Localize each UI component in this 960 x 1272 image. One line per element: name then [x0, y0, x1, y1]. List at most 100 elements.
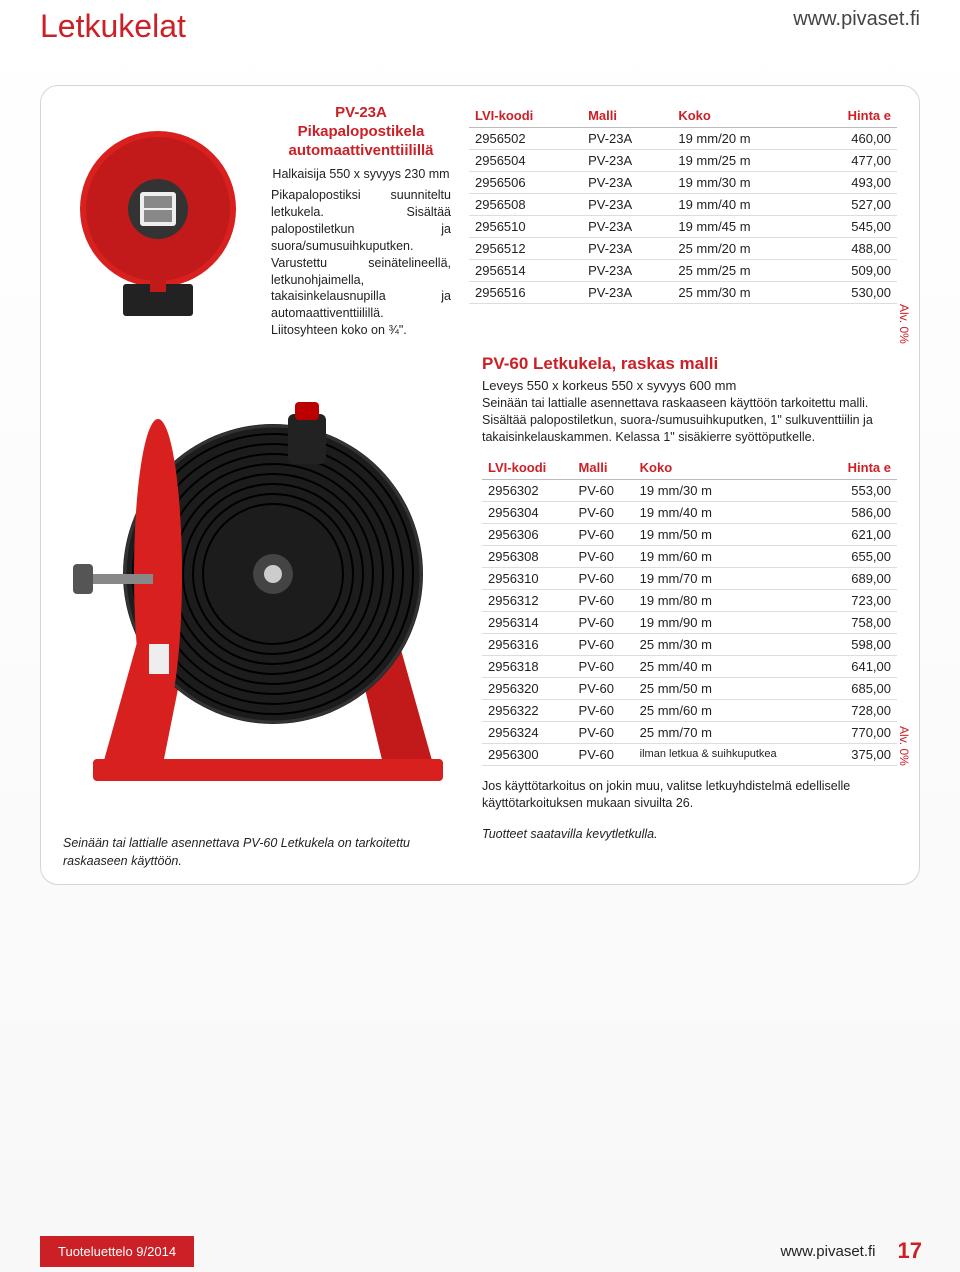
cell-model: PV-23A: [582, 260, 672, 282]
cell-size: 19 mm/30 m: [672, 172, 808, 194]
hose-reel-icon: [68, 124, 248, 324]
cell-code: 2956310: [482, 567, 573, 589]
th-price: Hinta e: [826, 456, 897, 480]
product-image-pv23a: [63, 104, 253, 344]
table-row: 2956514PV-23A25 mm/25 m509,00: [469, 260, 897, 282]
product-note: Jos käyttötarkoitus on jokin muu, valits…: [482, 778, 897, 813]
cell-price: 545,00: [808, 216, 897, 238]
cell-model: PV-60: [573, 677, 634, 699]
cell-code: 2956320: [482, 677, 573, 699]
cell-price: 685,00: [826, 677, 897, 699]
cell-model: PV-23A: [582, 172, 672, 194]
page-footer: Tuoteluettelo 9/2014 www.pivaset.fi 17: [0, 1230, 960, 1272]
cell-code: 2956510: [469, 216, 582, 238]
cell-size: 19 mm/40 m: [672, 194, 808, 216]
cell-price: 460,00: [808, 128, 897, 150]
cell-code: 2956304: [482, 501, 573, 523]
product-body-pv60: Seinään tai lattialle asennettava raskaa…: [482, 395, 897, 446]
cell-model: PV-60: [573, 567, 634, 589]
cell-price: 641,00: [826, 655, 897, 677]
cell-size: 19 mm/30 m: [634, 479, 826, 501]
footer-url: www.pivaset.fi: [780, 1243, 875, 1260]
table-row: 2956308PV-6019 mm/60 m655,00: [482, 545, 897, 567]
price-table-pv23a: LVI-koodi Malli Koko Hinta e 2956502PV-2…: [469, 104, 897, 304]
table-header-row: LVI-koodi Malli Koko Hinta e: [469, 104, 897, 128]
cell-price: 477,00: [808, 150, 897, 172]
table-row: 2956304PV-6019 mm/40 m586,00: [482, 501, 897, 523]
cell-size: 25 mm/30 m: [672, 282, 808, 304]
cell-price: 728,00: [826, 699, 897, 721]
cell-size: 19 mm/70 m: [634, 567, 826, 589]
cell-size: 25 mm/30 m: [634, 633, 826, 655]
cell-price: 586,00: [826, 501, 897, 523]
cell-price: 375,00: [826, 743, 897, 765]
table-row: 2956512PV-23A25 mm/20 m488,00: [469, 238, 897, 260]
cell-price: 488,00: [808, 238, 897, 260]
cell-size: 19 mm/90 m: [634, 611, 826, 633]
cell-size: 25 mm/50 m: [634, 677, 826, 699]
product-dimensions-pv60: Leveys 550 x korkeus 550 x syvyys 600 mm: [482, 378, 897, 393]
product-description-pv23a: PV-23A Pikapalopostikela automaattiventt…: [271, 104, 451, 344]
header-url: www.pivaset.fi: [793, 8, 920, 31]
th-size: Koko: [634, 456, 826, 480]
th-code: LVI-koodi: [482, 456, 573, 480]
cell-size: 19 mm/45 m: [672, 216, 808, 238]
cell-size: 19 mm/80 m: [634, 589, 826, 611]
cell-model: PV-60: [573, 589, 634, 611]
cell-code: 2956308: [482, 545, 573, 567]
cell-model: PV-60: [573, 523, 634, 545]
th-price: Hinta e: [808, 104, 897, 128]
table-row: 2956508PV-23A19 mm/40 m527,00: [469, 194, 897, 216]
product-note-2: Tuotteet saatavilla kevytletkulla.: [482, 827, 897, 841]
cell-model: PV-23A: [582, 282, 672, 304]
cell-model: PV-60: [573, 479, 634, 501]
table-row: 2956318PV-6025 mm/40 m641,00: [482, 655, 897, 677]
cell-model: PV-23A: [582, 194, 672, 216]
cell-price: 598,00: [826, 633, 897, 655]
cell-model: PV-60: [573, 611, 634, 633]
cell-model: PV-60: [573, 545, 634, 567]
cell-code: 2956508: [469, 194, 582, 216]
cell-code: 2956306: [482, 523, 573, 545]
cell-code: 2956512: [469, 238, 582, 260]
cell-price: 530,00: [808, 282, 897, 304]
cell-size: 25 mm/40 m: [634, 655, 826, 677]
cell-code: 2956514: [469, 260, 582, 282]
table-row: 2956322PV-6025 mm/60 m728,00: [482, 699, 897, 721]
cell-code: 2956502: [469, 128, 582, 150]
table-row: 2956504PV-23A19 mm/25 m477,00: [469, 150, 897, 172]
cell-price: 723,00: [826, 589, 897, 611]
cell-model: PV-23A: [582, 128, 672, 150]
footer-page-number: 17: [898, 1238, 922, 1264]
price-table-pv23a-wrapper: LVI-koodi Malli Koko Hinta e 2956502PV-2…: [469, 104, 897, 344]
cell-size: 25 mm/20 m: [672, 238, 808, 260]
cell-code: 2956318: [482, 655, 573, 677]
cell-model: PV-60: [573, 655, 634, 677]
caption-em: PV-60 Letkukela: [243, 836, 334, 850]
table-row: 2956312PV-6019 mm/80 m723,00: [482, 589, 897, 611]
table-row: 2956324PV-6025 mm/70 m770,00: [482, 721, 897, 743]
product-title: PV-23A Pikapalopostikela automaattiventt…: [271, 104, 451, 160]
page-header: Letkukelat www.pivaset.fi: [40, 0, 920, 45]
cell-price: 527,00: [808, 194, 897, 216]
cell-price: 553,00: [826, 479, 897, 501]
cell-price: 493,00: [808, 172, 897, 194]
product-image-pv60: Seinään tai lattialle asennettava PV-60 …: [63, 354, 458, 870]
cell-size: 19 mm/60 m: [634, 545, 826, 567]
cell-model: PV-60: [573, 633, 634, 655]
cell-code: 2956300: [482, 743, 573, 765]
th-model: Malli: [573, 456, 634, 480]
cell-model: PV-60: [573, 699, 634, 721]
cell-code: 2956302: [482, 479, 573, 501]
table-row: 2956300PV-60ilman letkua & suihkuputkea3…: [482, 743, 897, 765]
cell-model: PV-23A: [582, 150, 672, 172]
cell-price: 770,00: [826, 721, 897, 743]
table-row: 2956502PV-23A19 mm/20 m460,00: [469, 128, 897, 150]
table-row: 2956506PV-23A19 mm/30 m493,00: [469, 172, 897, 194]
cell-code: 2956504: [469, 150, 582, 172]
cell-size: 25 mm/70 m: [634, 721, 826, 743]
table-row: 2956320PV-6025 mm/50 m685,00: [482, 677, 897, 699]
th-model: Malli: [582, 104, 672, 128]
footer-catalogue-label: Tuoteluettelo 9/2014: [40, 1236, 194, 1267]
table-row: 2956510PV-23A19 mm/45 m545,00: [469, 216, 897, 238]
